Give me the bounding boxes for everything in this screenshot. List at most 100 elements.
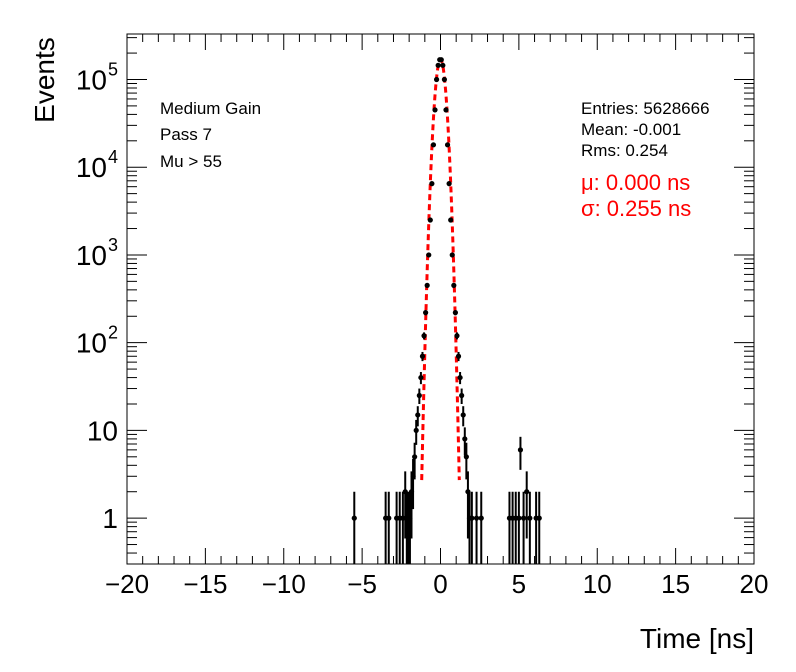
data-marker — [443, 107, 449, 113]
data-point — [520, 491, 527, 564]
data-point — [536, 491, 542, 564]
data-point — [415, 406, 421, 427]
data-marker — [524, 489, 530, 495]
x-tick-label: 0 — [433, 569, 447, 599]
label-gain: Medium Gain — [160, 99, 261, 118]
data-point — [427, 217, 433, 223]
data-marker — [473, 515, 480, 521]
data-marker — [520, 515, 527, 521]
data-point — [527, 491, 533, 564]
data-marker — [426, 252, 432, 258]
plot-frame — [126, 33, 755, 565]
data-point — [462, 427, 468, 456]
data-point — [430, 142, 437, 148]
data-marker — [460, 412, 466, 418]
x-tick-label: −10 — [262, 569, 306, 599]
data-point — [440, 62, 446, 68]
data-marker — [412, 454, 418, 460]
data-marker — [433, 76, 440, 83]
data-point — [400, 491, 406, 564]
data-marker — [455, 353, 462, 359]
data-marker — [516, 515, 522, 521]
data-marker — [435, 62, 441, 68]
data-point — [435, 62, 441, 68]
data-point — [449, 252, 455, 258]
data-marker — [415, 412, 421, 418]
data-marker — [400, 515, 406, 521]
x-tick-label: −5 — [347, 569, 377, 599]
data-point — [473, 491, 480, 564]
data-marker — [423, 310, 429, 316]
data-marker — [351, 515, 357, 521]
x-tick-label: −20 — [105, 569, 149, 599]
data-marker — [421, 333, 427, 339]
y-tick-label: 10 — [76, 328, 107, 359]
data-point — [423, 310, 429, 316]
data-marker — [446, 181, 452, 187]
y-tick-label: 1 — [102, 503, 118, 534]
fit-sigma-label: σ: 0.255 ns — [581, 196, 691, 221]
data-marker — [478, 515, 484, 521]
data-point — [351, 491, 357, 564]
x-tick-label: 20 — [740, 569, 769, 599]
stats-rms: Rms: 0.254 — [581, 141, 668, 160]
data-marker — [536, 515, 542, 521]
data-point — [463, 442, 469, 480]
data-point — [452, 310, 458, 316]
data-point — [478, 491, 484, 564]
data-marker — [432, 107, 438, 113]
data-marker — [419, 353, 426, 359]
data-point — [419, 351, 426, 362]
data-marker — [451, 282, 457, 288]
data-point — [418, 371, 424, 385]
data-marker — [454, 333, 460, 339]
data-point — [516, 491, 522, 564]
data-point — [454, 332, 460, 340]
data-marker — [462, 436, 468, 442]
data-marker — [459, 392, 465, 399]
data-marker — [440, 62, 446, 68]
data-marker — [449, 252, 455, 258]
data-point — [443, 107, 449, 113]
data-point — [460, 406, 466, 427]
data-marker — [430, 142, 437, 148]
data-marker — [429, 181, 435, 187]
data-marker — [438, 57, 444, 63]
y-tick-exponent: 3 — [108, 235, 118, 255]
label-mu-cut: Mu > 55 — [160, 152, 222, 171]
data-point — [446, 181, 452, 187]
data-marker — [457, 374, 463, 381]
data-point — [432, 107, 438, 113]
data-point — [386, 491, 392, 564]
data-marker — [418, 374, 424, 381]
data-point — [444, 142, 451, 148]
data-point — [451, 282, 457, 288]
y-tick-label: 10 — [76, 64, 107, 95]
x-tick-label: 5 — [512, 569, 526, 599]
y-axis-label: Events — [29, 37, 60, 123]
data-marker — [413, 427, 419, 434]
y-tick-label: 10 — [76, 240, 107, 271]
data-marker — [416, 392, 422, 399]
y-tick-exponent: 5 — [108, 59, 118, 79]
x-tick-label: −15 — [183, 569, 227, 599]
data-point — [416, 388, 422, 404]
data-marker — [448, 217, 454, 223]
data-marker — [444, 142, 451, 148]
axis-ticks — [126, 34, 755, 565]
x-tick-label: 15 — [661, 569, 690, 599]
data-marker — [527, 515, 533, 521]
data-point — [426, 252, 432, 258]
data-marker — [424, 282, 430, 288]
data-point — [441, 76, 448, 83]
data-point — [412, 442, 418, 480]
fit-mean-label: μ: 0.000 ns — [581, 170, 690, 195]
data-marker — [386, 515, 392, 521]
data-point — [469, 491, 475, 564]
y-tick-exponent: 2 — [108, 323, 118, 343]
y-tick-label: 10 — [87, 415, 118, 446]
data-point — [438, 57, 444, 63]
